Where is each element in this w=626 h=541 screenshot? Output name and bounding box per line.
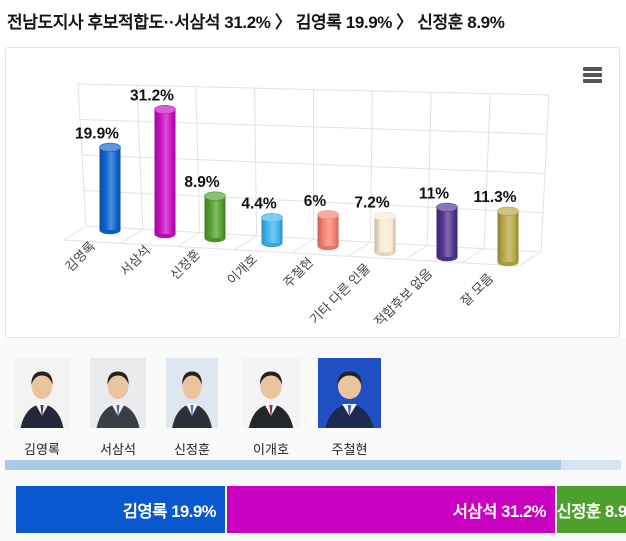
candidate-suitability-3d-bar-chart: 19.9% 김영록 31.2% 서삼석 8.9% 신정훈 4.4% 이개호 6% 주철현 7.2% 기… <box>62 83 550 329</box>
hamburger-menu-icon <box>583 67 602 71</box>
stacked-segment[interactable]: 신정훈 8.9% <box>556 486 626 533</box>
bar-category-label: 김영록 <box>62 238 98 274</box>
candidate-card: 이개호 <box>242 358 300 458</box>
candidate-card: 주철현 <box>318 358 381 458</box>
bar-value-label: 19.9% <box>75 125 119 142</box>
bar-value-label: 7.2% <box>354 194 390 211</box>
bar-category-label: 서삼석 <box>117 243 153 279</box>
stacked-segment[interactable]: 서삼석 31.2% <box>227 486 555 533</box>
page-title: 전남도지사 후보적합도··서삼석 31.2% 〉 김영록 19.9% 〉 신정훈… <box>7 13 505 32</box>
stacked-result-bar: 김영록 19.9%서삼석 31.2%신정훈 8.9% <box>16 486 626 533</box>
candidate-card: 김영록 <box>14 358 70 458</box>
stacked-segment[interactable]: 김영록 19.9% <box>16 486 225 533</box>
chart-export-menu-button[interactable] <box>583 67 603 83</box>
horizontal-scrollbar[interactable] <box>5 460 621 470</box>
candidate-name: 신정훈 <box>174 442 210 457</box>
candidate-name: 김영록 <box>24 442 60 457</box>
bar-value-label: 31.2% <box>130 88 174 105</box>
chart-panel: 19.9% 김영록 31.2% 서삼석 8.9% 신정훈 4.4% 이개호 6% 주철현 7.2% 기… <box>5 47 620 338</box>
bar-category-label: 신정훈 <box>167 246 203 282</box>
bar-value-label: 8.9% <box>184 174 220 191</box>
bar-category-label: 적합후보 없음 <box>371 265 435 329</box>
chart-bars: 19.9% 김영록 31.2% 서삼석 8.9% 신정훈 4.4% 이개호 6% 주철현 7.2% 기… <box>62 88 519 329</box>
candidate-photo[interactable] <box>318 358 381 428</box>
hamburger-menu-icon <box>583 73 602 77</box>
bar-value-label: 11.3% <box>473 189 516 206</box>
bar-category-label: 잘 모름 <box>458 270 497 309</box>
candidate-photo[interactable] <box>166 358 218 428</box>
bar-4[interactable]: 4.4% 이개호 <box>224 196 283 288</box>
lower-section: 김영록 서삼석 신정훈 <box>0 338 626 541</box>
candidate-name: 이개호 <box>253 442 289 457</box>
chart-grid <box>63 83 550 267</box>
bar-category-label: 이개호 <box>224 251 260 287</box>
bar-value-label: 4.4% <box>241 196 277 213</box>
candidate-name: 서삼석 <box>100 442 136 457</box>
hamburger-menu-icon <box>583 79 602 83</box>
candidate-card: 신정훈 <box>166 358 218 458</box>
scrollbar-thumb[interactable] <box>5 460 561 470</box>
bar-value-label: 6% <box>304 193 327 210</box>
bar-value-label: 11% <box>419 185 449 202</box>
bar-1[interactable]: 19.9% 김영록 <box>62 125 121 274</box>
candidate-name: 주철현 <box>331 442 368 457</box>
candidate-photo[interactable] <box>242 358 300 428</box>
bar-2[interactable]: 31.2% 서삼석 <box>117 88 176 279</box>
candidate-card: 서삼석 <box>90 358 146 458</box>
bar-category-label: 주철현 <box>280 255 316 291</box>
bar-category-label: 기타 다른 인물 <box>307 260 373 326</box>
candidate-photo[interactable] <box>14 358 70 428</box>
bar-3[interactable]: 8.9% 신정훈 <box>167 174 226 282</box>
candidate-photo-row: 김영록 서삼석 신정훈 <box>0 358 626 473</box>
candidate-photo[interactable] <box>90 358 146 428</box>
